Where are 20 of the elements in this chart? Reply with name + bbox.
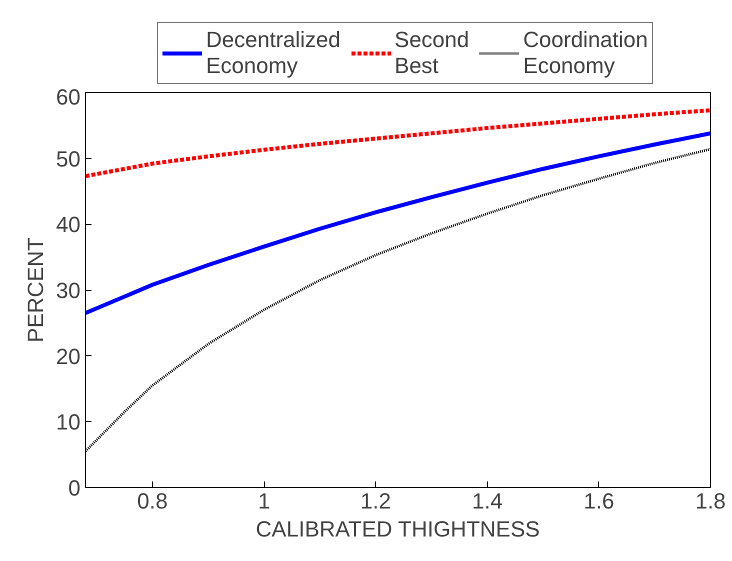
- y-tick-label: 10: [56, 410, 81, 435]
- y-tick-label: 20: [56, 344, 81, 369]
- line-series: [86, 108, 710, 178]
- y-axis-title: PERCENT: [23, 237, 48, 343]
- x-tick-label: 1.6: [584, 488, 614, 514]
- x-tick-label: 1: [258, 488, 270, 514]
- x-tick-label: 0.8: [137, 488, 168, 514]
- x-tick-label: 1.4: [472, 488, 503, 514]
- x-tick-label: 1.8: [695, 488, 726, 514]
- y-tick-label: 60: [56, 84, 81, 110]
- legend-label: Second Best: [394, 27, 470, 79]
- y-tick-label: 40: [56, 212, 81, 238]
- y-tick-label: 30: [56, 278, 81, 303]
- y-tick-label: 0: [68, 476, 81, 500]
- legend-label: Decentralized Economy: [206, 27, 341, 79]
- x-axis-title: CALIBRATED THIGHTNESS: [256, 516, 540, 542]
- x-tick-label: 1.2: [360, 488, 391, 514]
- y-tick-label: 50: [56, 146, 81, 172]
- legend-label: Coordination Economy: [523, 27, 648, 79]
- line-series: [86, 131, 710, 316]
